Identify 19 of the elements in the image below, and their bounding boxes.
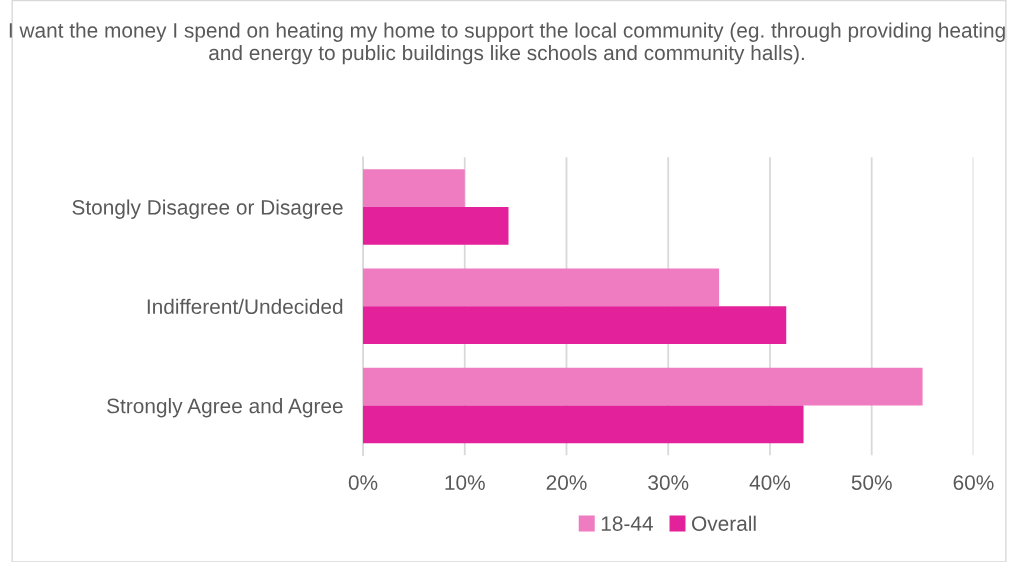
x-tick-label: 10% <box>445 475 485 490</box>
x-tick-label: 50% <box>851 475 892 490</box>
bar <box>363 306 787 345</box>
y-tick-label: Strongly Agree and Agree <box>107 398 343 418</box>
chart-title: I want the money I spend on heating my home to support the local community (eg. through providing heating and energy to public buildings like schools and community halls). <box>9 22 1005 65</box>
y-tick-label: Indifferent/Undecided <box>147 298 343 315</box>
bar <box>363 268 720 307</box>
x-tick-label: 40% <box>749 475 791 490</box>
legend-label: Overall <box>692 515 756 531</box>
y-tick-label: Stongly Disagree or Disagree <box>72 199 343 219</box>
x-tick-label: 20% <box>546 475 587 490</box>
x-tick-label: 60% <box>953 475 994 490</box>
bar <box>363 169 465 207</box>
x-tick-label: 0% <box>348 475 378 490</box>
bar <box>363 405 804 444</box>
x-tick-label: 30% <box>648 475 689 490</box>
legend-label: 18-44 <box>601 516 653 531</box>
bar <box>363 367 923 406</box>
bar <box>363 207 509 245</box>
